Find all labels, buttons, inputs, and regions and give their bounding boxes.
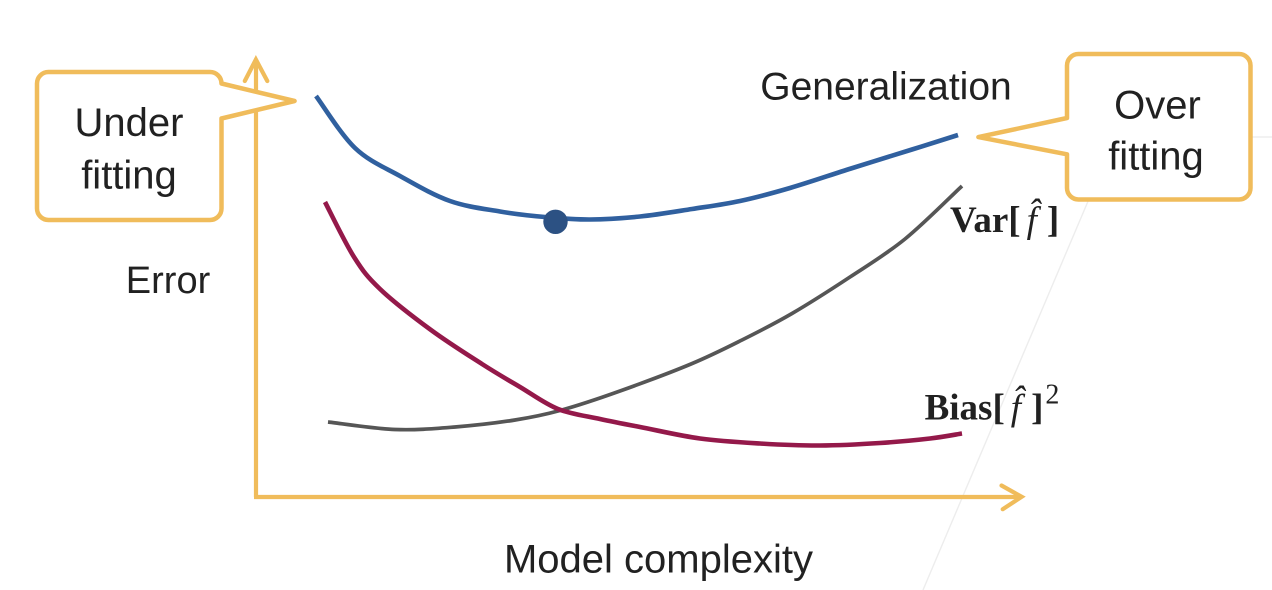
svg-text:fitting: fitting — [1108, 134, 1204, 178]
svg-text:fitting: fitting — [81, 154, 177, 198]
svg-text:Generalization: Generalization — [760, 66, 1011, 109]
svg-text:Error: Error — [126, 260, 211, 302]
svg-text:Under: Under — [75, 101, 184, 145]
svg-text:Model complexity: Model complexity — [504, 538, 813, 582]
svg-text:Over: Over — [1114, 84, 1201, 128]
svg-text:Bias[f̂]2: Bias[f̂]2 — [925, 379, 1060, 428]
svg-text:Var[f̂]: Var[f̂] — [950, 197, 1059, 241]
